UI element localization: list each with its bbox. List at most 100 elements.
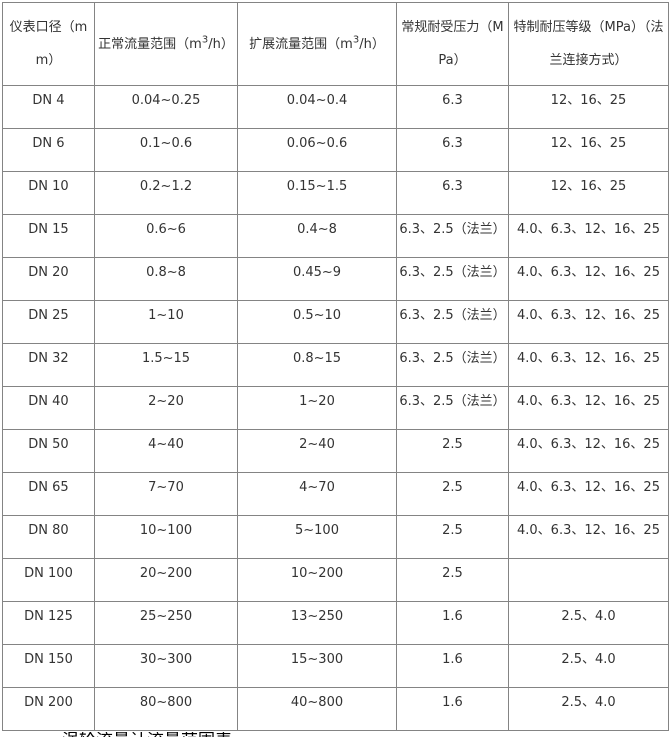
cell-extended-range: 40~800 [237, 687, 397, 731]
table-row: DN 10 0.2~1.2 0.15~1.5 6.3 12、16、25 [2, 171, 669, 215]
extended-flow-superscript: 3 [352, 34, 360, 46]
cell-extended-range: 0.5~10 [237, 300, 397, 344]
clipped-caption-text: 涡轮流量计流量范围表 [62, 732, 671, 737]
cell-special-pressure: 12、16、25 [508, 85, 669, 129]
cell-diameter: DN 50 [2, 429, 95, 473]
cell-special-pressure: 2.5、4.0 [508, 601, 669, 645]
cell-normal-range: 0.1~0.6 [94, 128, 238, 172]
table-row: DN 20 0.8~8 0.45~9 6.3、2.5（法兰） 4.0、6.3、1… [2, 257, 669, 301]
cell-standard-pressure: 1.6 [396, 601, 509, 645]
cell-standard-pressure: 6.3 [396, 128, 509, 172]
cell-special-pressure: 4.0、6.3、12、16、25 [508, 343, 669, 387]
table-row: DN 32 1.5~15 0.8~15 6.3、2.5（法兰） 4.0、6.3、… [2, 343, 669, 387]
cell-standard-pressure: 6.3、2.5（法兰） [396, 343, 509, 387]
cell-extended-range: 0.06~0.6 [237, 128, 397, 172]
cell-normal-range: 7~70 [94, 472, 238, 516]
cell-special-pressure: 12、16、25 [508, 128, 669, 172]
cell-special-pressure: 4.0、6.3、12、16、25 [508, 386, 669, 430]
cell-extended-range: 0.45~9 [237, 257, 397, 301]
cell-diameter: DN 20 [2, 257, 95, 301]
cell-standard-pressure: 2.5 [396, 429, 509, 473]
table-row: DN 200 80~800 40~800 1.6 2.5、4.0 [2, 687, 669, 731]
cell-normal-range: 30~300 [94, 644, 238, 688]
cell-extended-range: 1~20 [237, 386, 397, 430]
cell-standard-pressure: 2.5 [396, 515, 509, 559]
table-row: DN 15 0.6~6 0.4~8 6.3、2.5（法兰） 4.0、6.3、12… [2, 214, 669, 258]
cell-diameter: DN 32 [2, 343, 95, 387]
cell-standard-pressure: 2.5 [396, 472, 509, 516]
cell-special-pressure: 2.5、4.0 [508, 687, 669, 731]
table-header: 仪表口径（mm） 正常流量范围（m3/h） 扩展流量范围（m3/h） 常规耐受压… [2, 2, 669, 86]
table-row: DN 25 1~10 0.5~10 6.3、2.5（法兰） 4.0、6.3、12… [2, 300, 669, 344]
cell-special-pressure: 4.0、6.3、12、16、25 [508, 472, 669, 516]
cell-standard-pressure: 2.5 [396, 558, 509, 602]
cell-standard-pressure: 6.3 [396, 85, 509, 129]
cell-extended-range: 5~100 [237, 515, 397, 559]
cell-special-pressure: 12、16、25 [508, 171, 669, 215]
cell-normal-range: 0.8~8 [94, 257, 238, 301]
table-row: DN 125 25~250 13~250 1.6 2.5、4.0 [2, 601, 669, 645]
cell-normal-range: 4~40 [94, 429, 238, 473]
cell-normal-range: 0.2~1.2 [94, 171, 238, 215]
table-row: DN 50 4~40 2~40 2.5 4.0、6.3、12、16、25 [2, 429, 669, 473]
table-row: DN 6 0.1~0.6 0.06~0.6 6.3 12、16、25 [2, 128, 669, 172]
cell-normal-range: 0.6~6 [94, 214, 238, 258]
column-header-extended-flow-range: 扩展流量范围（m3/h） [237, 2, 397, 86]
cell-extended-range: 0.4~8 [237, 214, 397, 258]
cell-normal-range: 1.5~15 [94, 343, 238, 387]
cell-special-pressure: 4.0、6.3、12、16、25 [508, 300, 669, 344]
cell-diameter: DN 150 [2, 644, 95, 688]
cell-normal-range: 1~10 [94, 300, 238, 344]
cell-diameter: DN 4 [2, 85, 95, 129]
header-row: 仪表口径（mm） 正常流量范围（m3/h） 扩展流量范围（m3/h） 常规耐受压… [2, 2, 669, 86]
cell-extended-range: 0.04~0.4 [237, 85, 397, 129]
cell-diameter: DN 200 [2, 687, 95, 731]
cell-special-pressure: 4.0、6.3、12、16、25 [508, 214, 669, 258]
cell-standard-pressure: 6.3、2.5（法兰） [396, 300, 509, 344]
column-header-diameter-label: 仪表口径（mm） [9, 20, 88, 68]
cell-normal-range: 2~20 [94, 386, 238, 430]
cell-standard-pressure: 6.3、2.5（法兰） [396, 386, 509, 430]
cell-normal-range: 25~250 [94, 601, 238, 645]
table-row: DN 40 2~20 1~20 6.3、2.5（法兰） 4.0、6.3、12、1… [2, 386, 669, 430]
cell-standard-pressure: 1.6 [396, 687, 509, 731]
table-row: DN 80 10~100 5~100 2.5 4.0、6.3、12、16、25 [2, 515, 669, 559]
cell-special-pressure [508, 558, 669, 602]
cell-standard-pressure: 6.3 [396, 171, 509, 215]
cell-extended-range: 10~200 [237, 558, 397, 602]
cell-extended-range: 2~40 [237, 429, 397, 473]
cell-special-pressure: 4.0、6.3、12、16、25 [508, 515, 669, 559]
table-row: DN 150 30~300 15~300 1.6 2.5、4.0 [2, 644, 669, 688]
cell-extended-range: 13~250 [237, 601, 397, 645]
special-pressure-label: 特制耐压等级（MPa）（法兰连接方式） [513, 20, 664, 68]
cell-diameter: DN 25 [2, 300, 95, 344]
cell-diameter: DN 6 [2, 128, 95, 172]
cell-normal-range: 10~100 [94, 515, 238, 559]
cell-standard-pressure: 6.3、2.5（法兰） [396, 257, 509, 301]
cell-special-pressure: 4.0、6.3、12、16、25 [508, 429, 669, 473]
normal-flow-label-prefix: 正常流量范围（m [98, 36, 202, 52]
standard-pressure-label: 常规耐受压力（MPa） [401, 20, 504, 68]
cell-diameter: DN 125 [2, 601, 95, 645]
cell-extended-range: 4~70 [237, 472, 397, 516]
normal-flow-label-suffix: /h） [208, 36, 234, 52]
cell-normal-range: 20~200 [94, 558, 238, 602]
table-row: DN 65 7~70 4~70 2.5 4.0、6.3、12、16、25 [2, 472, 669, 516]
extended-flow-label-prefix: 扩展流量范围（m [249, 36, 353, 52]
cell-diameter: DN 40 [2, 386, 95, 430]
normal-flow-superscript: 3 [201, 34, 209, 46]
column-header-normal-flow-range: 正常流量范围（m3/h） [94, 2, 238, 86]
cell-diameter: DN 65 [2, 472, 95, 516]
cell-standard-pressure: 6.3、2.5（法兰） [396, 214, 509, 258]
cell-extended-range: 0.15~1.5 [237, 171, 397, 215]
cell-diameter: DN 100 [2, 558, 95, 602]
table-row: DN 100 20~200 10~200 2.5 [2, 558, 669, 602]
column-header-standard-pressure: 常规耐受压力（MPa） [396, 2, 509, 86]
cell-normal-range: 80~800 [94, 687, 238, 731]
cell-diameter: DN 10 [2, 171, 95, 215]
cell-diameter: DN 80 [2, 515, 95, 559]
cell-special-pressure: 2.5、4.0 [508, 644, 669, 688]
extended-flow-label-suffix: /h） [359, 36, 385, 52]
